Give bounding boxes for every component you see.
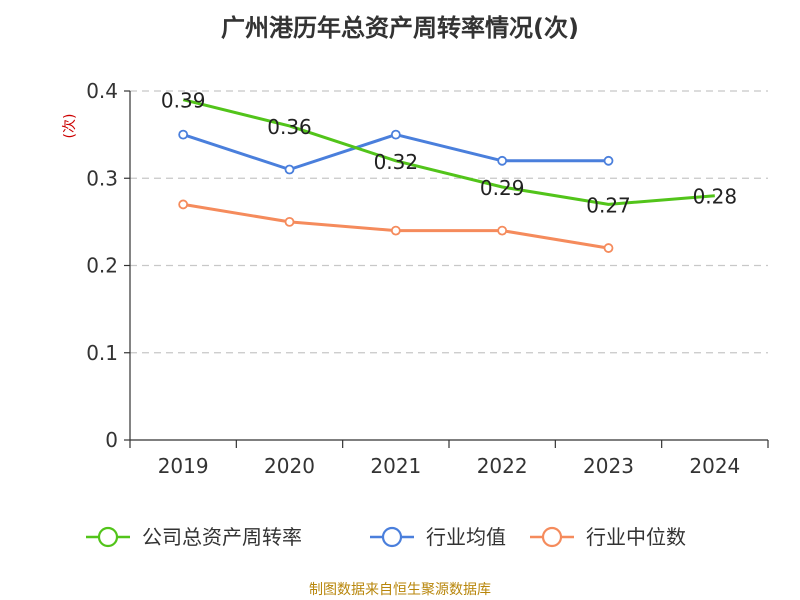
x-tick-label: 2021 <box>370 454 421 478</box>
chart-title: 广州港历年总资产周转率情况(次) <box>221 14 579 42</box>
data-point <box>497 225 508 236</box>
x-tick-label: 2023 <box>583 454 634 478</box>
data-point <box>178 129 189 140</box>
data-point <box>390 129 401 140</box>
legend-label: 行业均值 <box>426 525 506 549</box>
data-point <box>178 199 189 210</box>
data-label: 0.32 <box>374 150 419 174</box>
y-tick-label: 0 <box>105 428 118 452</box>
legend-marker <box>541 526 563 548</box>
legend-label: 公司总资产周转率 <box>142 525 302 549</box>
series-group <box>178 98 715 253</box>
y-tick-label: 0.4 <box>86 79 118 103</box>
data-label: 0.28 <box>693 185 738 209</box>
data-labels: 0.39 0.36 0.32 0.29 0.27 0.28 <box>161 89 737 218</box>
data-point <box>603 155 614 166</box>
data-label: 0.29 <box>480 176 525 200</box>
y-tick-label: 0.3 <box>86 166 118 190</box>
data-point <box>390 225 401 236</box>
data-point <box>497 155 508 166</box>
y-ticks: 0 0.1 0.2 0.3 0.4 <box>86 79 130 452</box>
legend-label: 行业中位数 <box>586 525 686 549</box>
data-point <box>284 216 295 227</box>
y-tick-label: 0.2 <box>86 254 118 278</box>
data-label: 0.36 <box>267 115 312 139</box>
data-label: 0.39 <box>161 89 206 113</box>
y-tick-label: 0.1 <box>86 341 118 365</box>
x-tick-label: 2024 <box>689 454 740 478</box>
x-ticks: 2019 2020 2021 2022 2023 2024 <box>129 440 769 478</box>
data-point <box>603 243 614 253</box>
legend-marker <box>97 526 119 548</box>
x-tick-label: 2022 <box>477 454 528 478</box>
data-label: 0.27 <box>586 193 631 217</box>
y-axis-label: (次) <box>62 114 78 139</box>
data-point <box>284 164 295 175</box>
x-tick-label: 2020 <box>264 454 315 478</box>
grid <box>130 90 768 354</box>
legend: 公司总资产周转率 行业均值 行业中位数 <box>86 525 686 549</box>
x-tick-label: 2019 <box>158 454 209 478</box>
legend-marker <box>381 526 403 548</box>
source-note: 制图数据来自恒生聚源数据库 <box>309 582 491 598</box>
series-line <box>182 98 715 206</box>
